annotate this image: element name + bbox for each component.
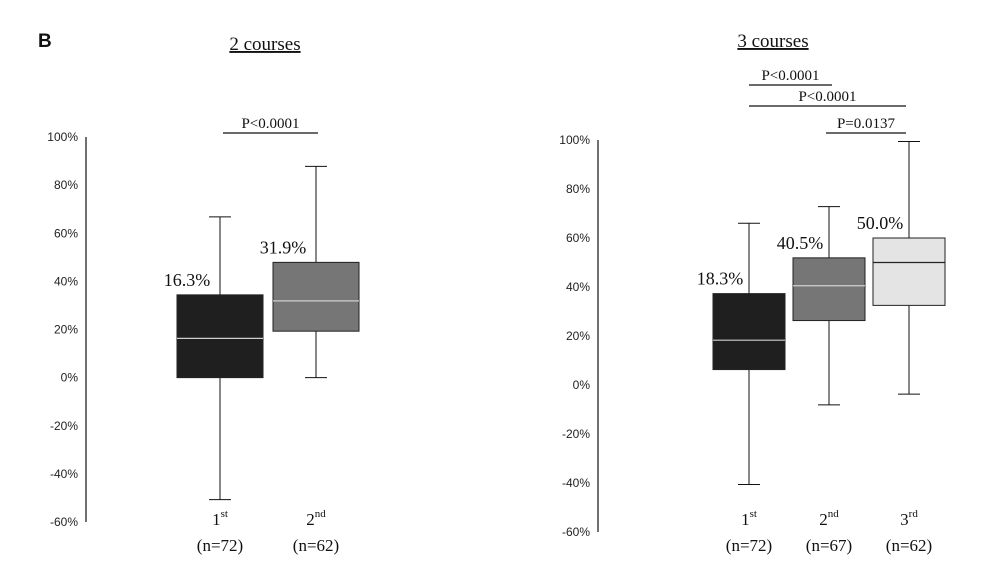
y-tick-label: 100%: [559, 133, 590, 147]
sample-size-label: (n=72): [197, 536, 243, 555]
category-suffix: nd: [315, 508, 327, 520]
category-label: 3rd: [900, 508, 918, 529]
y-tick-label: -20%: [562, 427, 590, 441]
sample-size-label: (n=67): [806, 536, 852, 555]
y-tick-label: 20%: [566, 329, 590, 343]
median-label: 18.3%: [697, 269, 744, 289]
y-tick-label: 80%: [54, 178, 78, 192]
box-3rd: [872, 237, 946, 306]
median-label: 16.3%: [164, 270, 211, 290]
y-tick-label: 40%: [566, 280, 590, 294]
category-suffix: st: [221, 508, 228, 520]
median-label: 31.9%: [260, 237, 307, 257]
sample-size-label: (n=72): [726, 536, 772, 555]
p-value-label: P<0.0001: [761, 68, 819, 84]
category-ordinal: 1: [741, 510, 750, 529]
y-tick-label: 40%: [54, 274, 78, 288]
sample-size-label: (n=62): [886, 536, 932, 555]
box-1st: [712, 293, 786, 371]
category-label: 1st: [741, 508, 757, 529]
y-tick-label: 0%: [61, 371, 79, 385]
category-label: 2nd: [819, 508, 839, 529]
category-label: 1st: [212, 508, 228, 529]
y-tick-label: 60%: [54, 226, 78, 240]
p-value-label: P<0.0001: [798, 89, 856, 105]
panel-label: B: [38, 31, 52, 52]
y-tick-label: -60%: [50, 515, 78, 529]
median-label: 40.5%: [777, 233, 824, 253]
chart-title: 2 courses: [229, 34, 300, 55]
y-tick-label: -40%: [50, 467, 78, 481]
category-suffix: nd: [828, 508, 840, 520]
y-tick-label: 80%: [566, 182, 590, 196]
box-2nd: [792, 257, 866, 322]
category-ordinal: 3: [900, 510, 909, 529]
chart-3-courses: 3 courses 100% 80% 60% 40% 20% 0% -20% -40% -60% 1…: [559, 31, 946, 555]
box-1st: [176, 294, 264, 379]
chart-2-courses: 2 courses 100% 80% 60% 40% 20% 0% -20% -40% -60% 1…: [47, 34, 360, 555]
category-suffix: st: [750, 508, 757, 520]
sample-size-label: (n=62): [293, 536, 339, 555]
p-value-label: P<0.0001: [241, 116, 299, 132]
y-tick-label: -20%: [50, 419, 78, 433]
y-tick-label: -40%: [562, 476, 590, 490]
category-suffix: rd: [909, 508, 919, 520]
category-label: 2nd: [306, 508, 326, 529]
category-ordinal: 2: [819, 510, 828, 529]
y-tick-label: 60%: [566, 231, 590, 245]
category-ordinal: 1: [212, 510, 221, 529]
y-tick-label: 0%: [573, 378, 591, 392]
median-label: 50.0%: [857, 213, 904, 233]
y-tick-label: -60%: [562, 525, 590, 539]
category-ordinal: 2: [306, 510, 315, 529]
p-value-label: P=0.0137: [837, 116, 896, 132]
y-tick-label: 100%: [47, 130, 78, 144]
chart-title: 3 courses: [737, 31, 808, 52]
y-tick-label: 20%: [54, 323, 78, 337]
box-2nd: [272, 261, 360, 332]
